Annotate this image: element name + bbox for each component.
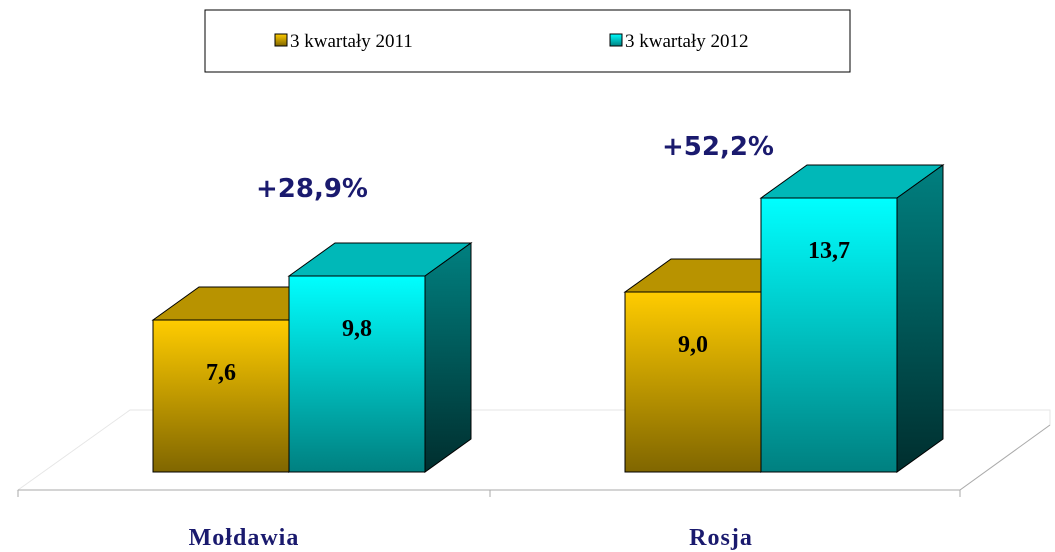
value-label: 9,0 [678,332,708,358]
bar [760,197,898,473]
value-label: 7,6 [206,360,236,386]
value-label: 9,8 [342,316,372,342]
legend-swatch [609,33,623,47]
legend-label: 3 kwartały 2011 [290,31,413,52]
legend-label: 3 kwartały 2012 [625,31,748,52]
category-label: Rosja [689,525,753,551]
bar-side [424,242,472,473]
legend-box [204,9,851,73]
category-label: Mołdawia [189,525,300,551]
annotation: +52,2% [662,132,774,162]
floor-edge [959,424,1051,491]
bar-side [896,164,944,473]
legend-swatch [274,33,288,47]
annotation: +28,9% [256,174,368,204]
bar [152,319,290,473]
bar [288,275,426,473]
bar [624,291,762,473]
value-label: 13,7 [808,238,850,264]
